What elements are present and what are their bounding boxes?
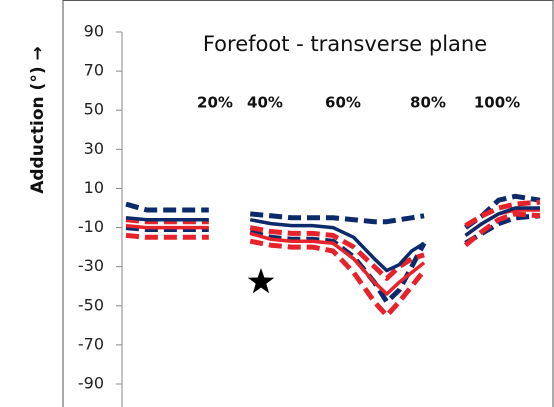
y-tick-label: -50 [78,295,104,314]
y-tick-label: 50 [84,100,104,119]
significance-star [247,268,275,294]
phase-label: 80% [410,94,446,112]
band-line [125,193,541,230]
y-tick-label: 30 [84,139,104,158]
y-tick-label: -30 [78,256,104,275]
y-tick-label: -70 [78,334,104,353]
phase-label: 40% [247,94,283,112]
y-tick-label: 70 [84,61,104,80]
y-tick-label: -90 [78,374,104,393]
chart-title: Forefoot - transverse plane [203,32,487,56]
band-line [125,211,541,319]
phase-label: 60% [325,94,361,112]
phase-label: 20% [197,94,233,112]
y-tick-label: -10 [78,217,104,236]
y-axis-label: Adduction (°) → [28,46,48,194]
mean-line [125,206,540,273]
y-tick-label: 90 [84,22,104,41]
band-line [125,199,541,281]
frame [62,0,554,407]
band-line [125,213,541,305]
y-tick-label: 10 [84,178,104,197]
phase-label: 100% [474,94,520,112]
